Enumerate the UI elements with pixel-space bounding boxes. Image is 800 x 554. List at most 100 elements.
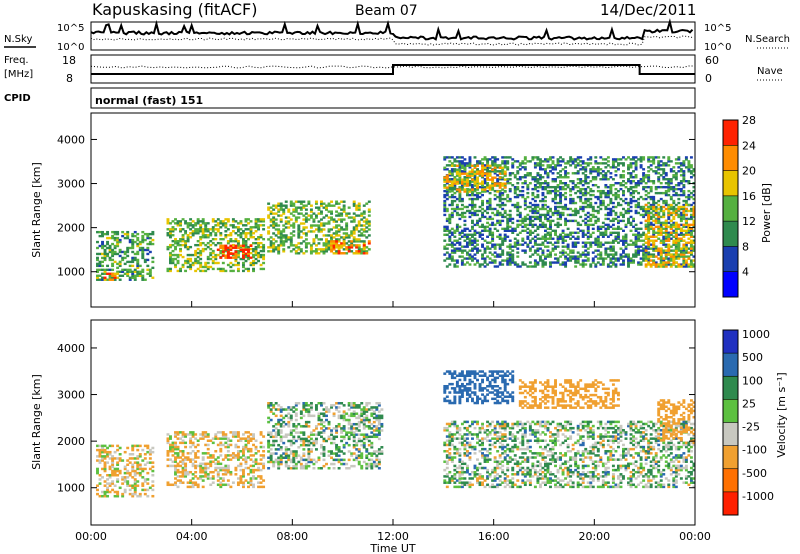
echo-cell bbox=[611, 227, 615, 231]
echo-cell bbox=[574, 243, 578, 246]
echo-cell bbox=[667, 178, 671, 181]
echo-cell bbox=[128, 278, 132, 281]
echo-cell bbox=[123, 272, 127, 275]
echo-cell bbox=[647, 174, 651, 177]
echo-cell bbox=[606, 223, 610, 227]
echo-cell bbox=[242, 251, 245, 255]
echo-cell bbox=[506, 213, 510, 217]
echo-cell bbox=[662, 261, 666, 264]
echo-cell bbox=[649, 217, 653, 221]
echo-cell bbox=[639, 257, 643, 260]
echo-cell bbox=[471, 197, 474, 201]
echo-cell bbox=[98, 262, 102, 266]
echo-cell bbox=[468, 174, 472, 177]
echo-cell bbox=[521, 219, 525, 223]
echo-cell bbox=[141, 469, 145, 473]
echo-cell bbox=[299, 248, 303, 251]
echo-cell bbox=[483, 190, 487, 193]
echo-cell bbox=[584, 205, 588, 209]
echo-cell bbox=[574, 237, 578, 240]
echo-cell bbox=[637, 249, 641, 252]
echo-cell bbox=[584, 245, 588, 248]
echo-cell bbox=[189, 253, 193, 257]
echo-cell bbox=[455, 180, 459, 183]
echo-cell bbox=[569, 158, 573, 161]
echo-cell bbox=[589, 219, 593, 223]
echo-cell bbox=[604, 207, 608, 211]
echo-cell bbox=[664, 207, 668, 211]
echo-cell bbox=[274, 212, 278, 215]
echo-cell bbox=[174, 245, 177, 249]
echo-cell bbox=[455, 172, 459, 175]
echo-cell bbox=[624, 255, 628, 258]
echo-cell bbox=[609, 172, 613, 175]
echo-cell bbox=[554, 261, 557, 264]
echo-cell bbox=[194, 228, 198, 231]
echo-cell bbox=[506, 257, 510, 260]
echo-cell bbox=[118, 270, 122, 274]
echo-cell bbox=[637, 182, 641, 185]
echo-cell bbox=[576, 162, 580, 165]
echo-cell bbox=[330, 250, 333, 253]
echo-cell bbox=[518, 219, 522, 223]
echo-cell bbox=[677, 207, 681, 211]
echo-cell bbox=[357, 246, 361, 249]
echo-cell bbox=[279, 238, 283, 241]
echo-cell bbox=[463, 227, 467, 231]
echo-cell bbox=[221, 477, 225, 480]
echo-cell bbox=[448, 203, 452, 207]
echo-cell bbox=[292, 222, 296, 225]
echo-cell bbox=[642, 172, 646, 175]
echo-cell bbox=[488, 174, 492, 177]
echo-cell bbox=[599, 227, 603, 231]
echo-cell bbox=[211, 218, 215, 221]
echo-cell bbox=[629, 199, 633, 203]
echo-cell bbox=[541, 187, 545, 191]
echo-cell bbox=[559, 180, 563, 183]
echo-cell bbox=[531, 176, 535, 179]
echo-cell bbox=[637, 235, 641, 238]
echo-cell bbox=[236, 222, 240, 225]
echo-cell bbox=[201, 470, 205, 474]
echo-cell bbox=[483, 180, 487, 183]
echo-cell bbox=[596, 235, 600, 238]
echo-cell bbox=[491, 211, 495, 215]
echo-cell bbox=[594, 183, 598, 187]
echo-cell bbox=[138, 455, 142, 458]
echo-cell bbox=[239, 437, 243, 440]
echo-cell bbox=[468, 160, 472, 163]
echo-cell bbox=[682, 172, 686, 175]
echo-cell bbox=[347, 206, 351, 209]
echo-cell bbox=[330, 242, 333, 245]
echo-cell bbox=[103, 252, 107, 256]
echo-cell bbox=[252, 255, 255, 259]
echo-cell bbox=[196, 443, 200, 447]
echo-cell bbox=[169, 251, 172, 255]
echo-cell bbox=[614, 217, 618, 221]
echo-cell bbox=[483, 251, 487, 254]
echo-cell bbox=[357, 230, 361, 233]
echo-cell bbox=[503, 174, 507, 177]
echo-cell bbox=[184, 470, 188, 474]
echo-cell bbox=[614, 239, 618, 242]
echo-cell bbox=[664, 225, 668, 229]
echo-cell bbox=[465, 182, 469, 185]
echo-cell bbox=[483, 249, 487, 252]
echo-cell bbox=[209, 460, 213, 463]
echo-cell bbox=[649, 187, 653, 191]
echo-cell bbox=[113, 252, 117, 256]
echo-cell bbox=[196, 456, 200, 459]
echo-cell bbox=[471, 188, 474, 191]
echo-cell bbox=[239, 244, 243, 247]
echo-cell bbox=[199, 261, 203, 265]
echo-cell bbox=[247, 456, 250, 459]
echo-cell bbox=[224, 437, 228, 440]
echo-cell bbox=[342, 208, 346, 211]
echo-cell bbox=[601, 174, 605, 177]
echo-cell bbox=[335, 202, 339, 205]
echo-cell bbox=[166, 247, 170, 251]
echo-cell bbox=[682, 263, 686, 266]
echo-cell bbox=[289, 236, 293, 239]
echo-cell bbox=[516, 187, 520, 191]
echo-cell bbox=[586, 231, 590, 234]
